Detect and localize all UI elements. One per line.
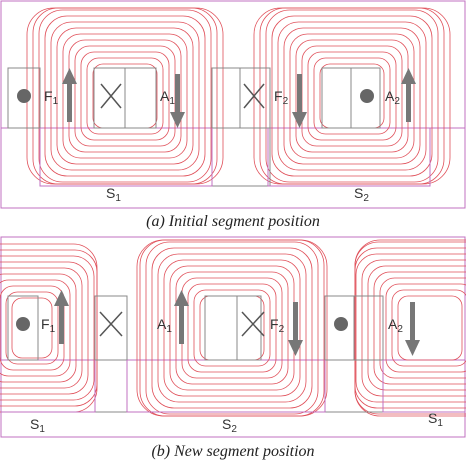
field-line	[265, 9, 439, 183]
field-line	[373, 271, 466, 385]
field-lines	[0, 239, 466, 417]
label-s2: S2	[354, 185, 369, 204]
label-s1-right: S1	[428, 410, 443, 429]
field-line	[86, 57, 164, 135]
field-line	[0, 255, 95, 401]
caption-new: (b) New segment position	[151, 443, 315, 460]
field-line	[62, 33, 188, 159]
arrow-up-a2	[401, 68, 416, 122]
arrow-down-a2	[405, 302, 420, 356]
current-dot-right	[334, 317, 348, 331]
panel-initial-position: F1 A1 F2 A2 S1 S2	[0, 0, 466, 210]
new-position-diagram: F1 A1 F2 A2 S1 S2 S1	[0, 236, 466, 438]
field-line	[283, 27, 421, 165]
current-cross-f2	[241, 311, 265, 337]
label-s1: S1	[106, 185, 121, 204]
field-line	[0, 261, 89, 395]
current-dot-left	[16, 317, 30, 331]
label-f2: F2	[270, 316, 285, 335]
tooth-gap	[211, 127, 271, 187]
current-cross-a1	[100, 83, 122, 109]
label-s2: S2	[222, 416, 237, 435]
caption-initial: (a) Initial segment position	[146, 213, 320, 230]
panel-new-position: F1 A1 F2 A2 S1 S2 S1	[0, 236, 466, 438]
field-line	[163, 259, 301, 397]
field-lines	[26, 7, 451, 185]
field-line	[385, 283, 466, 373]
segments	[1, 360, 465, 413]
current-dot-left	[17, 89, 31, 103]
field-line	[367, 265, 466, 391]
label-a2: A2	[385, 88, 400, 107]
current-dot-right	[360, 89, 374, 103]
field-line	[0, 279, 71, 377]
label-a1: A1	[157, 316, 172, 335]
field-line	[151, 247, 313, 409]
field-line	[56, 27, 194, 165]
label-f1: F1	[41, 316, 56, 335]
coil-slot-left	[7, 67, 41, 129]
arrow-up-f1	[54, 290, 69, 344]
arrows	[54, 290, 420, 356]
field-line	[187, 283, 277, 373]
field-line	[277, 21, 427, 171]
field-line	[38, 9, 212, 183]
segment-s1	[39, 128, 213, 187]
arrow-down-f2	[292, 74, 307, 128]
field-line	[0, 267, 83, 389]
segment-s2	[267, 128, 431, 187]
label-a1: A1	[160, 88, 175, 107]
field-line	[199, 295, 265, 361]
field-line	[307, 51, 397, 141]
field-line	[193, 289, 271, 367]
frame-border	[0, 236, 466, 438]
field-line	[271, 15, 433, 177]
field-line	[361, 259, 466, 397]
field-line	[50, 21, 200, 171]
field-line	[157, 253, 307, 403]
field-line	[181, 277, 283, 379]
label-f2: F2	[274, 88, 289, 107]
initial-position-diagram: F1 A1 F2 A2 S1 S2	[0, 0, 466, 209]
field-line	[145, 241, 319, 415]
field-line	[313, 57, 391, 135]
field-line	[44, 15, 206, 177]
label-a2: A2	[388, 316, 403, 335]
field-line	[175, 271, 289, 385]
field-line	[354, 239, 466, 417]
field-line	[80, 51, 170, 141]
arrow-up-f1	[62, 68, 77, 122]
field-line	[136, 239, 328, 417]
field-line	[289, 33, 415, 159]
segments	[39, 128, 431, 187]
frame-border	[0, 0, 466, 209]
arrow-down-f2	[288, 302, 303, 356]
current-cross-f2	[243, 83, 265, 109]
field-line	[397, 295, 463, 361]
coil-slot-f2	[211, 67, 271, 129]
field-line	[355, 253, 466, 403]
field-line	[5, 291, 59, 365]
label-s1-left: S1	[30, 416, 45, 435]
field-line	[379, 277, 466, 379]
field-line	[319, 63, 385, 129]
field-line	[0, 273, 77, 383]
arrows	[62, 68, 416, 128]
field-line	[11, 297, 53, 359]
arrow-up-a1	[174, 290, 189, 344]
current-cross-a1	[99, 311, 123, 337]
label-f1: F1	[44, 88, 59, 107]
field-line	[391, 289, 466, 367]
arrow-down-a1	[170, 74, 185, 128]
